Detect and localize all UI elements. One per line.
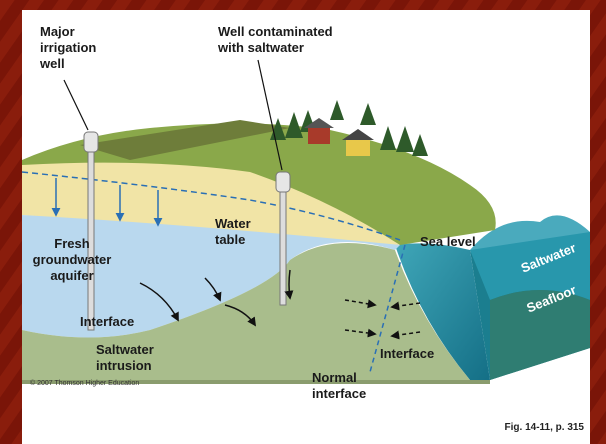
label-aquifer: Fresh [54, 236, 89, 251]
label-water-table: Water [215, 216, 251, 231]
label-intrusion: intrusion [96, 358, 152, 373]
label-aquifer: aquifer [50, 268, 93, 283]
label-contaminated-well: with saltwater [217, 40, 304, 55]
copyright: © 2007 Thomson Higher Education [30, 379, 139, 387]
label-major-well: well [39, 56, 65, 71]
label-sea-level: Sea level [420, 234, 476, 249]
label-intrusion: Saltwater [96, 342, 154, 357]
label-major-well: Major [40, 24, 75, 39]
label-normal-interface: interface [312, 386, 366, 401]
caption: Fig. 14-11, p. 315 [505, 422, 585, 433]
landscape [21, 59, 590, 384]
label-water-table: table [215, 232, 245, 247]
label-contaminated-well: Well contaminated [218, 24, 333, 39]
label-interface-left: Interface [80, 314, 134, 329]
label-interface-right: Interface [380, 346, 434, 361]
label-normal-interface: Normal [312, 370, 357, 385]
label-aquifer: groundwater [33, 252, 112, 267]
label-major-well: irrigation [40, 40, 96, 55]
